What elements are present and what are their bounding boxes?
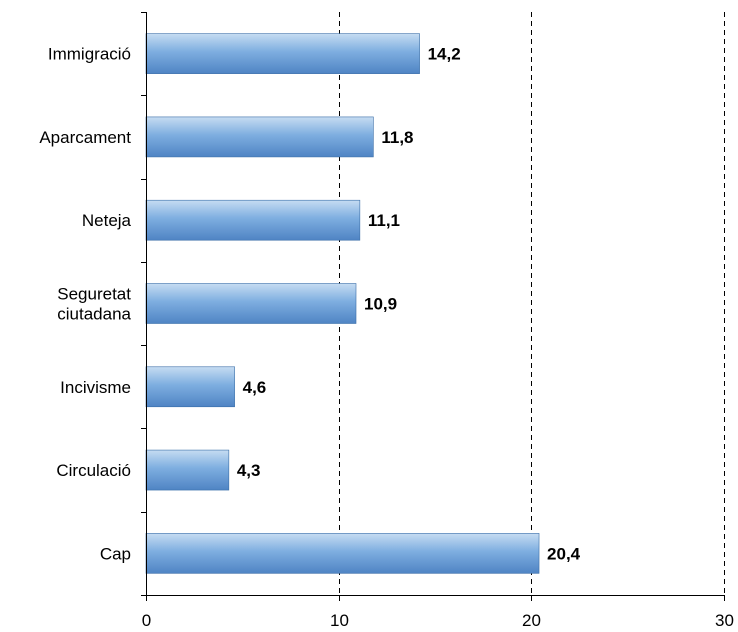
category-label-2: Neteja <box>82 211 132 230</box>
category-label-line: Cap <box>100 544 131 563</box>
axes <box>141 12 725 601</box>
bar-5 <box>145 449 230 491</box>
bar-3 <box>145 283 357 324</box>
category-label-5: Circulació <box>56 461 131 480</box>
category-label-line: Circulació <box>56 461 131 480</box>
category-label-line: ciutadana <box>57 305 131 324</box>
x-tick-label-20: 20 <box>522 611 541 630</box>
value-label-3: 10,9 <box>364 295 397 314</box>
bar-1 <box>145 116 374 158</box>
value-label-6: 20,4 <box>547 544 581 563</box>
x-tick-label-30: 30 <box>715 611 734 630</box>
bar-6 <box>145 533 540 574</box>
category-label-1: Aparcament <box>39 128 131 147</box>
x-tick-label-0: 0 <box>142 611 151 630</box>
x-tick-label-10: 10 <box>330 611 349 630</box>
category-label-line: Immigració <box>48 45 131 64</box>
category-label-line: Seguretat <box>57 285 131 304</box>
category-label-4: Incivisme <box>60 378 131 397</box>
category-label-line: Incivisme <box>60 378 131 397</box>
bars <box>145 33 540 574</box>
grid-lines <box>339 12 725 595</box>
value-label-1: 11,8 <box>381 128 413 147</box>
value-label-2: 11,1 <box>368 211 400 230</box>
labels: 14,2 11,8 11,1 10,9 4,6 4,3 20,4 0 10 20 30 Immigra… <box>39 45 734 630</box>
category-label-6: Cap <box>100 544 131 563</box>
category-label-0: Immigració <box>48 45 131 64</box>
category-label-line: Aparcament <box>39 128 131 147</box>
value-label-4: 4,6 <box>243 378 267 397</box>
bar-0 <box>145 33 420 74</box>
value-label-0: 14,2 <box>428 45 461 64</box>
bar-4 <box>145 366 235 408</box>
bar-2 <box>145 199 361 241</box>
value-label-5: 4,3 <box>237 461 261 480</box>
category-label-line: Neteja <box>82 211 132 230</box>
category-label-3: Seguretat ciutadana <box>57 285 131 324</box>
